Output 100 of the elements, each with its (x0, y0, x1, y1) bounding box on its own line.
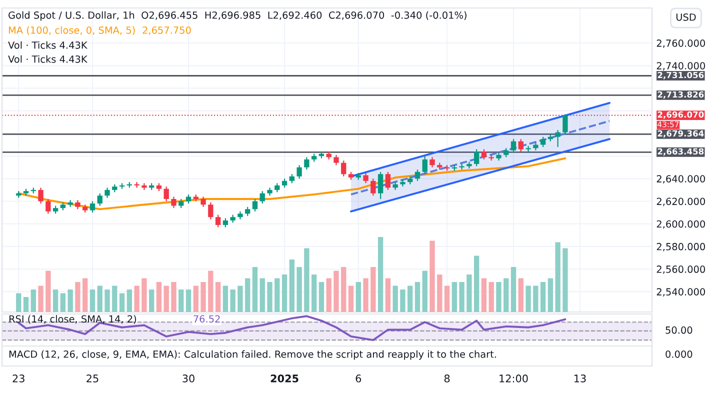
annotation: 76.52 (194, 315, 220, 323)
candlestick (222, 218, 228, 228)
ref-line-label: 2,663.458 (658, 148, 704, 156)
bar (296, 267, 302, 312)
category-label: 23 (12, 374, 24, 382)
candlestick (510, 138, 516, 154)
candlestick (171, 196, 176, 209)
bar (97, 286, 102, 312)
bar (510, 267, 516, 312)
bar (356, 282, 361, 312)
line-series (18, 157, 566, 210)
candlestick (178, 198, 184, 209)
candlestick (289, 174, 294, 184)
ref-line-label: 2,696.070 (658, 111, 704, 119)
bar (526, 286, 531, 312)
bar (215, 282, 221, 312)
candlestick (555, 129, 560, 148)
candlestick (208, 202, 214, 220)
bar (126, 290, 132, 312)
bar (496, 282, 502, 312)
bar (208, 270, 214, 312)
candlestick (215, 214, 221, 228)
bar (444, 286, 450, 312)
category-label: 12:00 (500, 374, 528, 382)
bar (430, 240, 435, 312)
candlestick (341, 160, 346, 177)
candlestick (504, 148, 509, 158)
bar (60, 293, 66, 312)
bar (75, 282, 80, 312)
bar (186, 290, 192, 312)
y-tick-label: 2,560.000 (656, 266, 705, 274)
bar (148, 290, 154, 312)
bar (385, 278, 391, 312)
candlestick (134, 181, 140, 188)
bar (142, 278, 147, 312)
candlestick (481, 148, 487, 160)
bar (267, 282, 272, 312)
candlestick (274, 182, 280, 193)
ref-line-label: 2,713.826 (658, 91, 704, 99)
candlestick (363, 172, 368, 184)
annotation: Vol · Ticks 4.43K (8, 55, 88, 63)
bar (326, 278, 332, 312)
chart-title: RSI (14, close, SMA, 14, 2) (9, 315, 136, 324)
annotation: Vol · Ticks 4.43K (8, 41, 88, 49)
candlestick (526, 145, 531, 152)
bar (200, 282, 206, 312)
text: USD (676, 13, 696, 21)
y-tick-label: 2,740.000 (656, 62, 705, 70)
text: MACD (12, 26, close, 9, EMA, EMA): Calculation failed. Remove the script and reapply it to the chart. (9, 350, 496, 360)
candlestick (75, 200, 80, 210)
bar (392, 286, 398, 312)
candlestick (282, 178, 288, 188)
bar (311, 274, 317, 312)
ref-line-label: 2,679.364 (658, 130, 704, 138)
candlestick (518, 138, 524, 152)
bar (134, 286, 140, 312)
bar (104, 290, 110, 312)
y-tick-label: 2,640.000 (656, 175, 705, 184)
candlestick (562, 114, 568, 136)
bar (68, 290, 73, 312)
bar (245, 278, 250, 312)
annotation: 2,657.750 (142, 26, 191, 35)
bar (260, 278, 265, 312)
candlestick (370, 178, 376, 196)
candlestick (304, 156, 310, 170)
candlestick (164, 186, 169, 202)
text: 50.00 (666, 326, 692, 334)
bar (459, 282, 464, 312)
ref-line-label: 2,731.056 (658, 72, 704, 80)
bar (318, 282, 324, 312)
candlestick (104, 187, 110, 198)
bar (289, 260, 294, 312)
bar (52, 290, 58, 312)
candlestick (459, 163, 464, 170)
bar (16, 293, 22, 312)
category-label: 8 (444, 374, 450, 382)
text: 0.000 (666, 350, 692, 358)
bar (414, 282, 420, 312)
bar (282, 274, 288, 312)
bar (334, 270, 339, 312)
bar (30, 290, 36, 312)
candlestick (430, 156, 435, 168)
candlestick (186, 194, 192, 204)
bar (178, 290, 184, 312)
bar (82, 278, 88, 312)
bar (230, 290, 236, 312)
y-tick-label: 2,600.000 (656, 220, 705, 229)
bar (466, 274, 472, 312)
bar (119, 293, 125, 312)
category-label: 6 (356, 374, 362, 382)
bar (555, 242, 560, 312)
bar (422, 270, 428, 312)
bar (341, 267, 346, 312)
bar (304, 248, 310, 312)
candlestick (97, 192, 102, 206)
bar (437, 274, 442, 312)
candlestick (540, 136, 546, 148)
bar (348, 286, 354, 312)
bar (408, 286, 413, 312)
bar (164, 286, 169, 312)
